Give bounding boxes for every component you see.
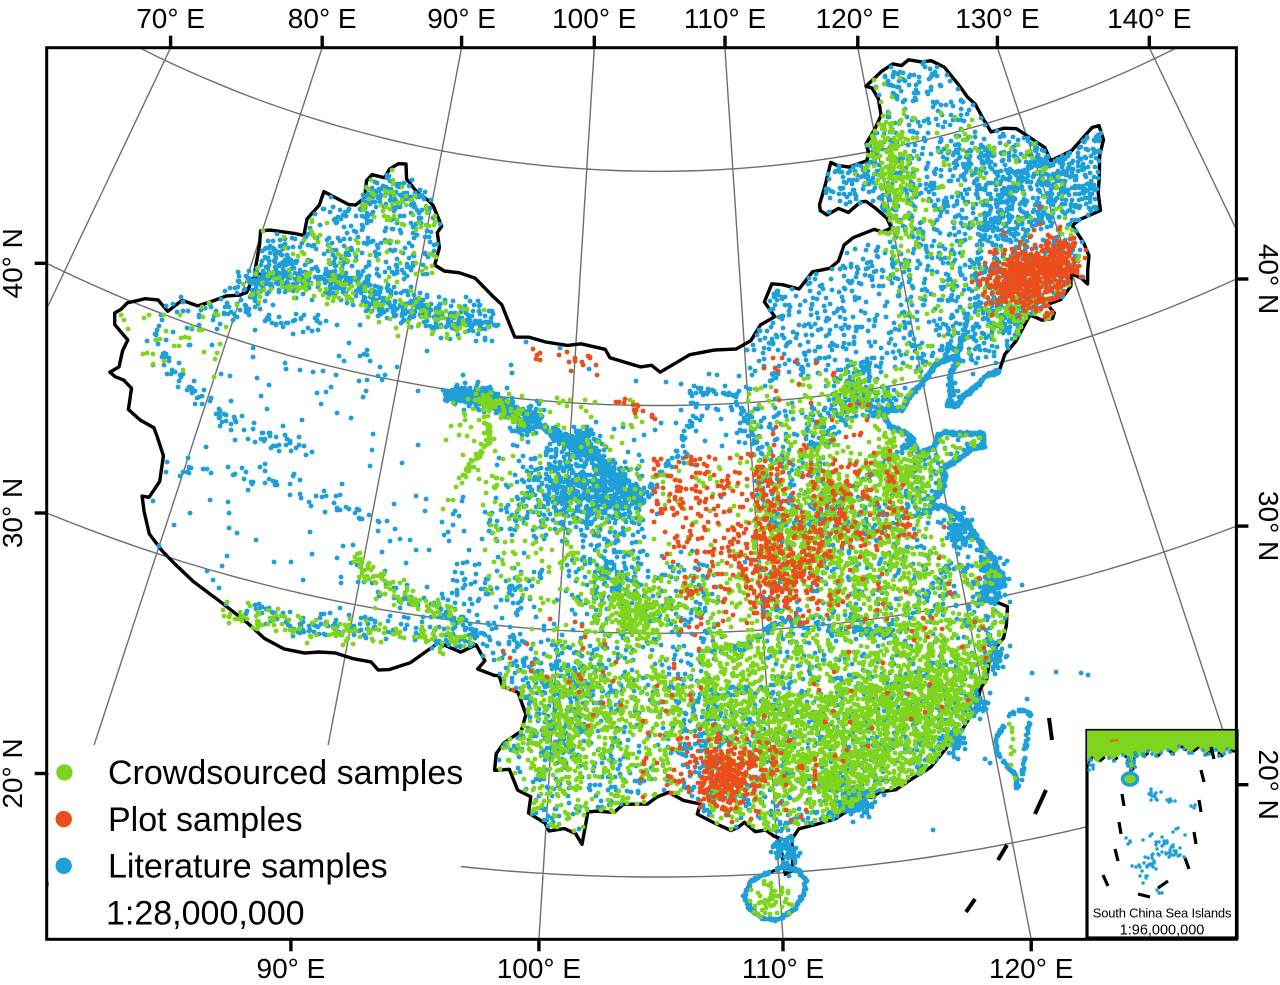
svg-text:110° E: 110° E [684,3,766,34]
svg-text:110° E: 110° E [742,953,824,984]
svg-text:120° E: 120° E [816,3,900,34]
svg-text:Literature samples: Literature samples [108,848,388,886]
svg-text:130° E: 130° E [955,3,1039,34]
svg-text:Crowdsourced samples: Crowdsourced samples [108,754,463,792]
svg-text:90° E: 90° E [427,3,496,34]
svg-text:70° E: 70° E [136,3,205,34]
svg-text:South China Sea Islands: South China Sea Islands [1093,906,1232,921]
svg-text:100° E: 100° E [497,953,581,984]
svg-text:80° E: 80° E [288,3,357,34]
svg-text:Plot samples: Plot samples [108,801,303,839]
svg-text:20° N: 20° N [0,738,28,808]
svg-text:120° E: 120° E [989,953,1073,984]
svg-text:20° N: 20° N [1253,750,1280,820]
svg-text:100° E: 100° E [552,3,636,34]
svg-text:40° N: 40° N [0,228,28,298]
svg-text:40° N: 40° N [1253,244,1280,314]
svg-text:90° E: 90° E [257,953,326,984]
svg-text:140° E: 140° E [1107,3,1191,34]
svg-text:30° N: 30° N [1253,491,1280,561]
svg-text:1:28,000,000: 1:28,000,000 [106,894,305,932]
svg-text:30° N: 30° N [0,478,28,548]
svg-text:1:96,000,000: 1:96,000,000 [1120,923,1205,939]
